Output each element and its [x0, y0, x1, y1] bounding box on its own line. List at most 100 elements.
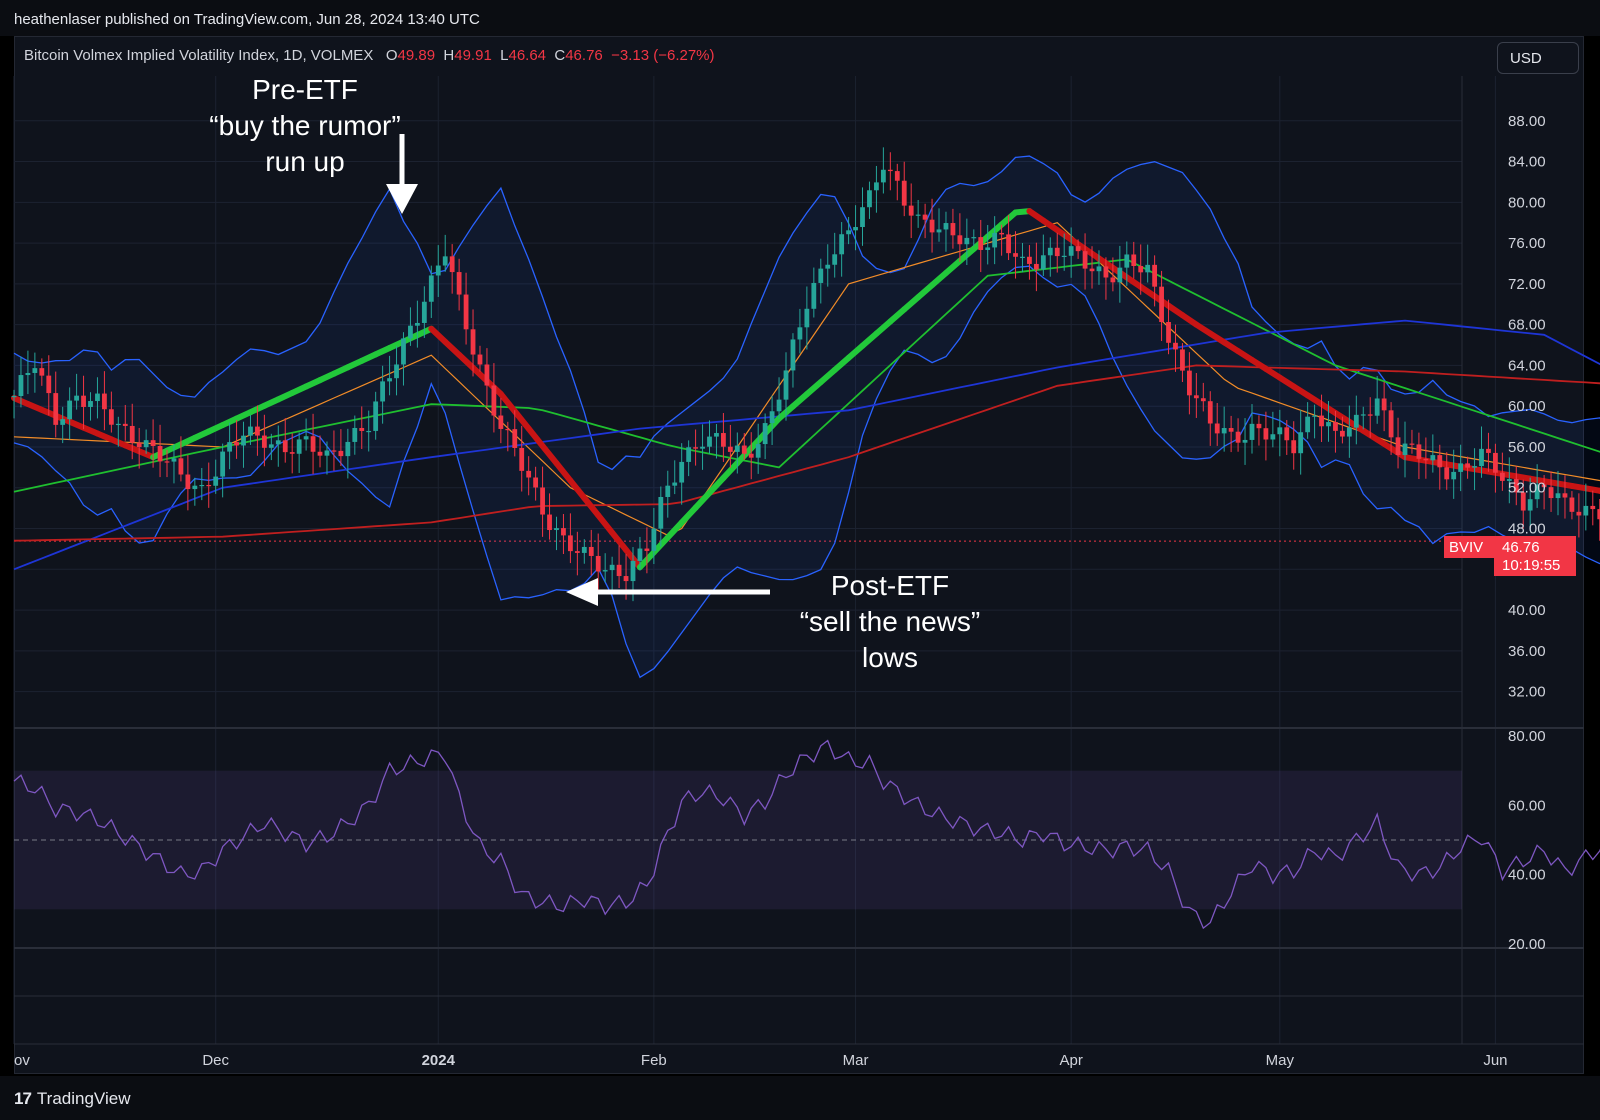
candle-body	[686, 447, 692, 462]
candle-body	[783, 370, 789, 400]
candle-body	[811, 282, 817, 309]
down-arrow-head	[386, 184, 418, 214]
candle-body	[421, 301, 427, 323]
candle-body	[1520, 492, 1526, 511]
candle-body	[1305, 416, 1311, 433]
candle-body	[1353, 414, 1359, 428]
candle-body	[714, 433, 719, 437]
candle-body	[373, 401, 379, 431]
candle-body	[1395, 437, 1401, 456]
candle-body	[547, 514, 552, 531]
candle-body	[53, 393, 59, 425]
candle-body	[860, 207, 865, 228]
candle-body	[352, 427, 358, 442]
candle-body	[1493, 452, 1498, 473]
trend-ribbon-segment	[567, 477, 588, 501]
candle-body	[651, 528, 657, 551]
close-value: 46.76	[565, 47, 603, 64]
candle-body	[1103, 266, 1109, 278]
candle-body	[199, 484, 205, 487]
candle-body	[1020, 256, 1025, 258]
last-price-symbol-tag: BVIV	[1444, 536, 1494, 558]
last-price-countdown: 10:19:55	[1502, 557, 1561, 574]
candle-body	[1284, 427, 1290, 441]
candle-body	[143, 440, 149, 448]
trend-ribbon-segment	[901, 294, 922, 313]
candle-body	[136, 442, 142, 448]
candle-body	[1180, 349, 1185, 371]
candle-body	[220, 451, 226, 477]
candle-body	[727, 446, 733, 452]
candle-body	[1326, 422, 1331, 427]
candle-body	[178, 458, 184, 475]
candle-body	[1173, 342, 1178, 350]
candle-body	[734, 445, 740, 452]
annotation-post-etf: Post-ETF “sell the news” lows	[799, 570, 981, 673]
candle-body	[519, 447, 525, 471]
candle-body	[1235, 431, 1241, 443]
candle-body	[18, 375, 24, 396]
candle-body	[602, 570, 608, 572]
trend-ribbon-segment	[664, 519, 685, 541]
candle-body	[1221, 428, 1227, 434]
candle-body	[957, 235, 963, 245]
candle-body	[1430, 455, 1436, 461]
price-tick-label-2: 40.00	[1508, 602, 1546, 619]
candle-body	[1145, 264, 1151, 273]
candle-body	[171, 458, 177, 462]
candle-body	[1256, 423, 1262, 429]
tradingview-brand[interactable]: 17 TradingView	[14, 1089, 130, 1109]
candle-body	[1152, 264, 1158, 287]
trend-ribbon-segment	[525, 425, 546, 449]
time-tick-label-1: Dec	[202, 1052, 229, 1069]
candle-body	[470, 329, 476, 355]
trend-ribbon-segment	[845, 342, 866, 361]
candle-body	[1541, 484, 1547, 488]
candle-body	[908, 205, 914, 216]
candle-body	[359, 427, 365, 431]
candle-body	[867, 190, 872, 208]
candle-body	[721, 433, 726, 447]
candle-body	[1388, 410, 1394, 438]
candle-body	[554, 528, 559, 531]
candle-body	[387, 378, 392, 382]
trend-ribbon-segment	[428, 325, 449, 345]
candle-body	[1249, 423, 1255, 440]
footer-bar	[0, 1076, 1600, 1120]
candle-body	[818, 268, 824, 283]
candle-body	[1040, 255, 1046, 270]
candle-body	[345, 441, 351, 457]
candle-body	[1437, 455, 1443, 468]
candle-body	[1263, 428, 1269, 440]
candle-body	[943, 223, 949, 230]
candle-body	[1047, 247, 1053, 256]
trend-ribbon-segment	[720, 460, 741, 481]
candle-body	[880, 169, 886, 183]
candle-body	[978, 237, 984, 250]
candle-body	[790, 339, 796, 371]
candle-body	[581, 546, 587, 553]
time-tick-label-0: ov	[14, 1052, 30, 1069]
currency-button[interactable]: USD	[1497, 42, 1579, 74]
candle-body	[1214, 423, 1220, 434]
time-tick-label-2: 2024	[422, 1052, 456, 1069]
candle-body	[762, 423, 768, 445]
candle-body	[88, 401, 93, 407]
candle-body	[477, 354, 483, 365]
candle-body	[839, 234, 845, 255]
candle-body	[102, 393, 107, 410]
candle-body	[129, 425, 135, 443]
time-tick-label-5: Apr	[1059, 1052, 1082, 1069]
candle-body	[1527, 499, 1533, 511]
candle-body	[1569, 497, 1575, 512]
candle-body	[992, 232, 998, 248]
candle-body	[408, 325, 413, 339]
candle-body	[1033, 263, 1039, 270]
candle-body	[1340, 430, 1345, 437]
price-tick-label-10: 72.00	[1508, 276, 1546, 293]
last-price-value-tag: 46.76 10:19:55	[1494, 536, 1576, 576]
chart-area[interactable]	[14, 36, 1584, 1074]
candle-body	[67, 400, 73, 420]
candle-body	[1423, 458, 1429, 461]
